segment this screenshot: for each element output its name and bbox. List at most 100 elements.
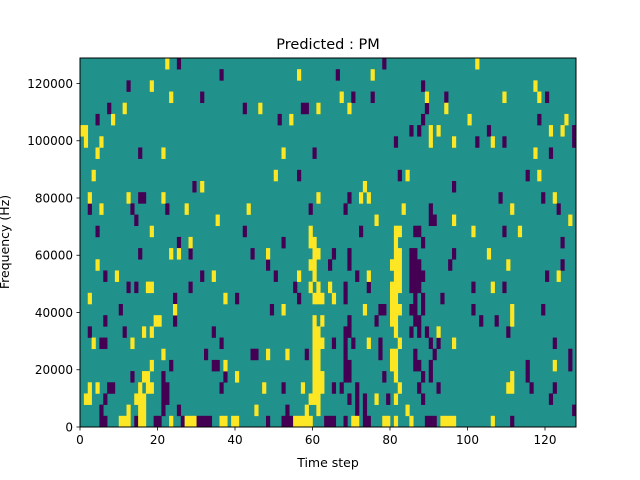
heatmap-cell-low <box>343 292 348 305</box>
heatmap-cell-low <box>343 326 348 338</box>
heatmap-cell-high <box>138 393 143 405</box>
heatmap-cell-high <box>293 415 298 428</box>
heatmap-cell-low <box>297 292 302 305</box>
heatmap-cell-low <box>176 404 182 417</box>
heatmap-cell-low <box>324 415 329 428</box>
heatmap-cell-low <box>378 348 383 361</box>
heatmap-cell-low <box>417 225 422 238</box>
heatmap-cell-high <box>510 315 515 327</box>
heatmap-cell-high <box>142 415 147 428</box>
heatmap-cell-high <box>320 371 325 383</box>
heatmap-cell-low <box>525 359 530 372</box>
heatmap-cell-high <box>362 181 368 193</box>
heatmap-cell-low <box>568 348 573 361</box>
heatmap-cell-low <box>204 415 209 428</box>
heatmap-cell-low <box>355 382 360 394</box>
heatmap-cell-high <box>266 248 271 260</box>
y-tick-label: 120000 <box>27 77 73 91</box>
heatmap-cell-low <box>331 382 337 394</box>
heatmap-cell-high <box>537 169 542 182</box>
heatmap-cell-high <box>393 225 399 238</box>
heatmap-cell-high <box>300 382 306 394</box>
heatmap-cell-low <box>180 415 185 428</box>
heatmap-cell-low <box>277 113 282 126</box>
heatmap-background-cells <box>80 58 576 427</box>
heatmap-cell-high <box>142 393 147 405</box>
heatmap-cell-low <box>235 292 240 305</box>
heatmap-cell-high <box>149 326 154 338</box>
heatmap-cell-high <box>390 259 395 271</box>
heatmap-cell-low <box>134 415 139 428</box>
heatmap-cell-high <box>87 393 92 405</box>
heatmap-cell-high <box>312 337 317 350</box>
heatmap-cell-low <box>370 91 375 104</box>
heatmap-cell-high <box>320 337 325 350</box>
heatmap-cell-high <box>359 192 364 204</box>
heatmap-cell-high <box>138 404 143 417</box>
chart-title: Predicted : PM <box>276 37 379 53</box>
heatmap-cell-high <box>328 281 333 294</box>
heatmap-cell-low <box>161 371 166 383</box>
heatmap-cell-low <box>413 315 418 327</box>
heatmap-cell-low <box>142 192 147 204</box>
heatmap-cell-low <box>537 113 542 126</box>
heatmap-cell-high <box>300 415 306 428</box>
heatmap-cell-low <box>138 147 143 159</box>
heatmap-cell-low <box>572 404 577 417</box>
heatmap-cell-high <box>188 236 193 249</box>
heatmap-cell-high <box>510 382 515 394</box>
heatmap-cell-low <box>134 214 139 227</box>
heatmap-cell-high <box>390 315 395 327</box>
heatmap-cell-low <box>138 248 143 260</box>
heatmap-cell-low <box>289 415 294 428</box>
heatmap-cell-low <box>161 382 166 394</box>
heatmap-cell-high <box>471 225 476 238</box>
heatmap-cell-high <box>165 58 170 70</box>
heatmap-cell-high <box>452 136 457 148</box>
heatmap-cell-high <box>91 169 96 182</box>
heatmap-cell-low <box>355 393 360 405</box>
heatmap-cell-high <box>312 359 317 372</box>
heatmap-cell-high <box>316 382 321 394</box>
heatmap-cell-high <box>393 415 399 428</box>
heatmap-cell-low <box>188 281 193 294</box>
heatmap-cell-low <box>161 393 166 405</box>
heatmap-cell-high <box>316 281 321 294</box>
x-axis-label: Time step <box>296 455 359 470</box>
heatmap-cell-low <box>502 281 507 294</box>
heatmap-cell-low <box>107 102 112 115</box>
heatmap-cell-low <box>409 248 414 260</box>
heatmap-cell-high <box>393 270 399 282</box>
y-tick-label: 80000 <box>35 191 73 205</box>
heatmap-cell-high <box>537 91 542 104</box>
heatmap-cell-low <box>343 281 348 294</box>
heatmap-cell-high <box>161 192 166 204</box>
heatmap-cell-low <box>545 91 550 104</box>
heatmap-cell-low <box>355 270 360 282</box>
heatmap-cell-high <box>316 248 321 260</box>
heatmap-cell-high <box>281 304 286 316</box>
heatmap-cell-high <box>149 80 154 92</box>
heatmap-cell-high <box>393 292 399 305</box>
heatmap-cell-low <box>300 102 306 115</box>
heatmap-cell-high <box>231 415 236 428</box>
heatmap-cell-low <box>103 337 108 350</box>
heatmap-cell-high <box>397 337 402 350</box>
heatmap-cell-high <box>312 326 317 338</box>
heatmap-cell-high <box>122 415 127 428</box>
heatmap-cell-low <box>374 315 379 327</box>
heatmap-cell-high <box>266 348 271 361</box>
x-tick-label: 20 <box>150 433 165 447</box>
heatmap-cell-low <box>223 371 228 383</box>
heatmap-cell-low <box>211 326 216 338</box>
x-tick-label: 40 <box>227 433 242 447</box>
heatmap-cell-high <box>134 393 139 405</box>
heatmap-cell-high <box>99 203 104 215</box>
heatmap-cell-low <box>417 382 422 394</box>
heatmap-cell-high <box>273 169 278 182</box>
heatmap-cell-low <box>130 371 135 383</box>
heatmap-cell-low <box>99 415 104 428</box>
heatmap-cell-high <box>312 315 317 327</box>
heatmap-cell-low <box>409 304 414 316</box>
heatmap-cell-high <box>370 69 375 81</box>
